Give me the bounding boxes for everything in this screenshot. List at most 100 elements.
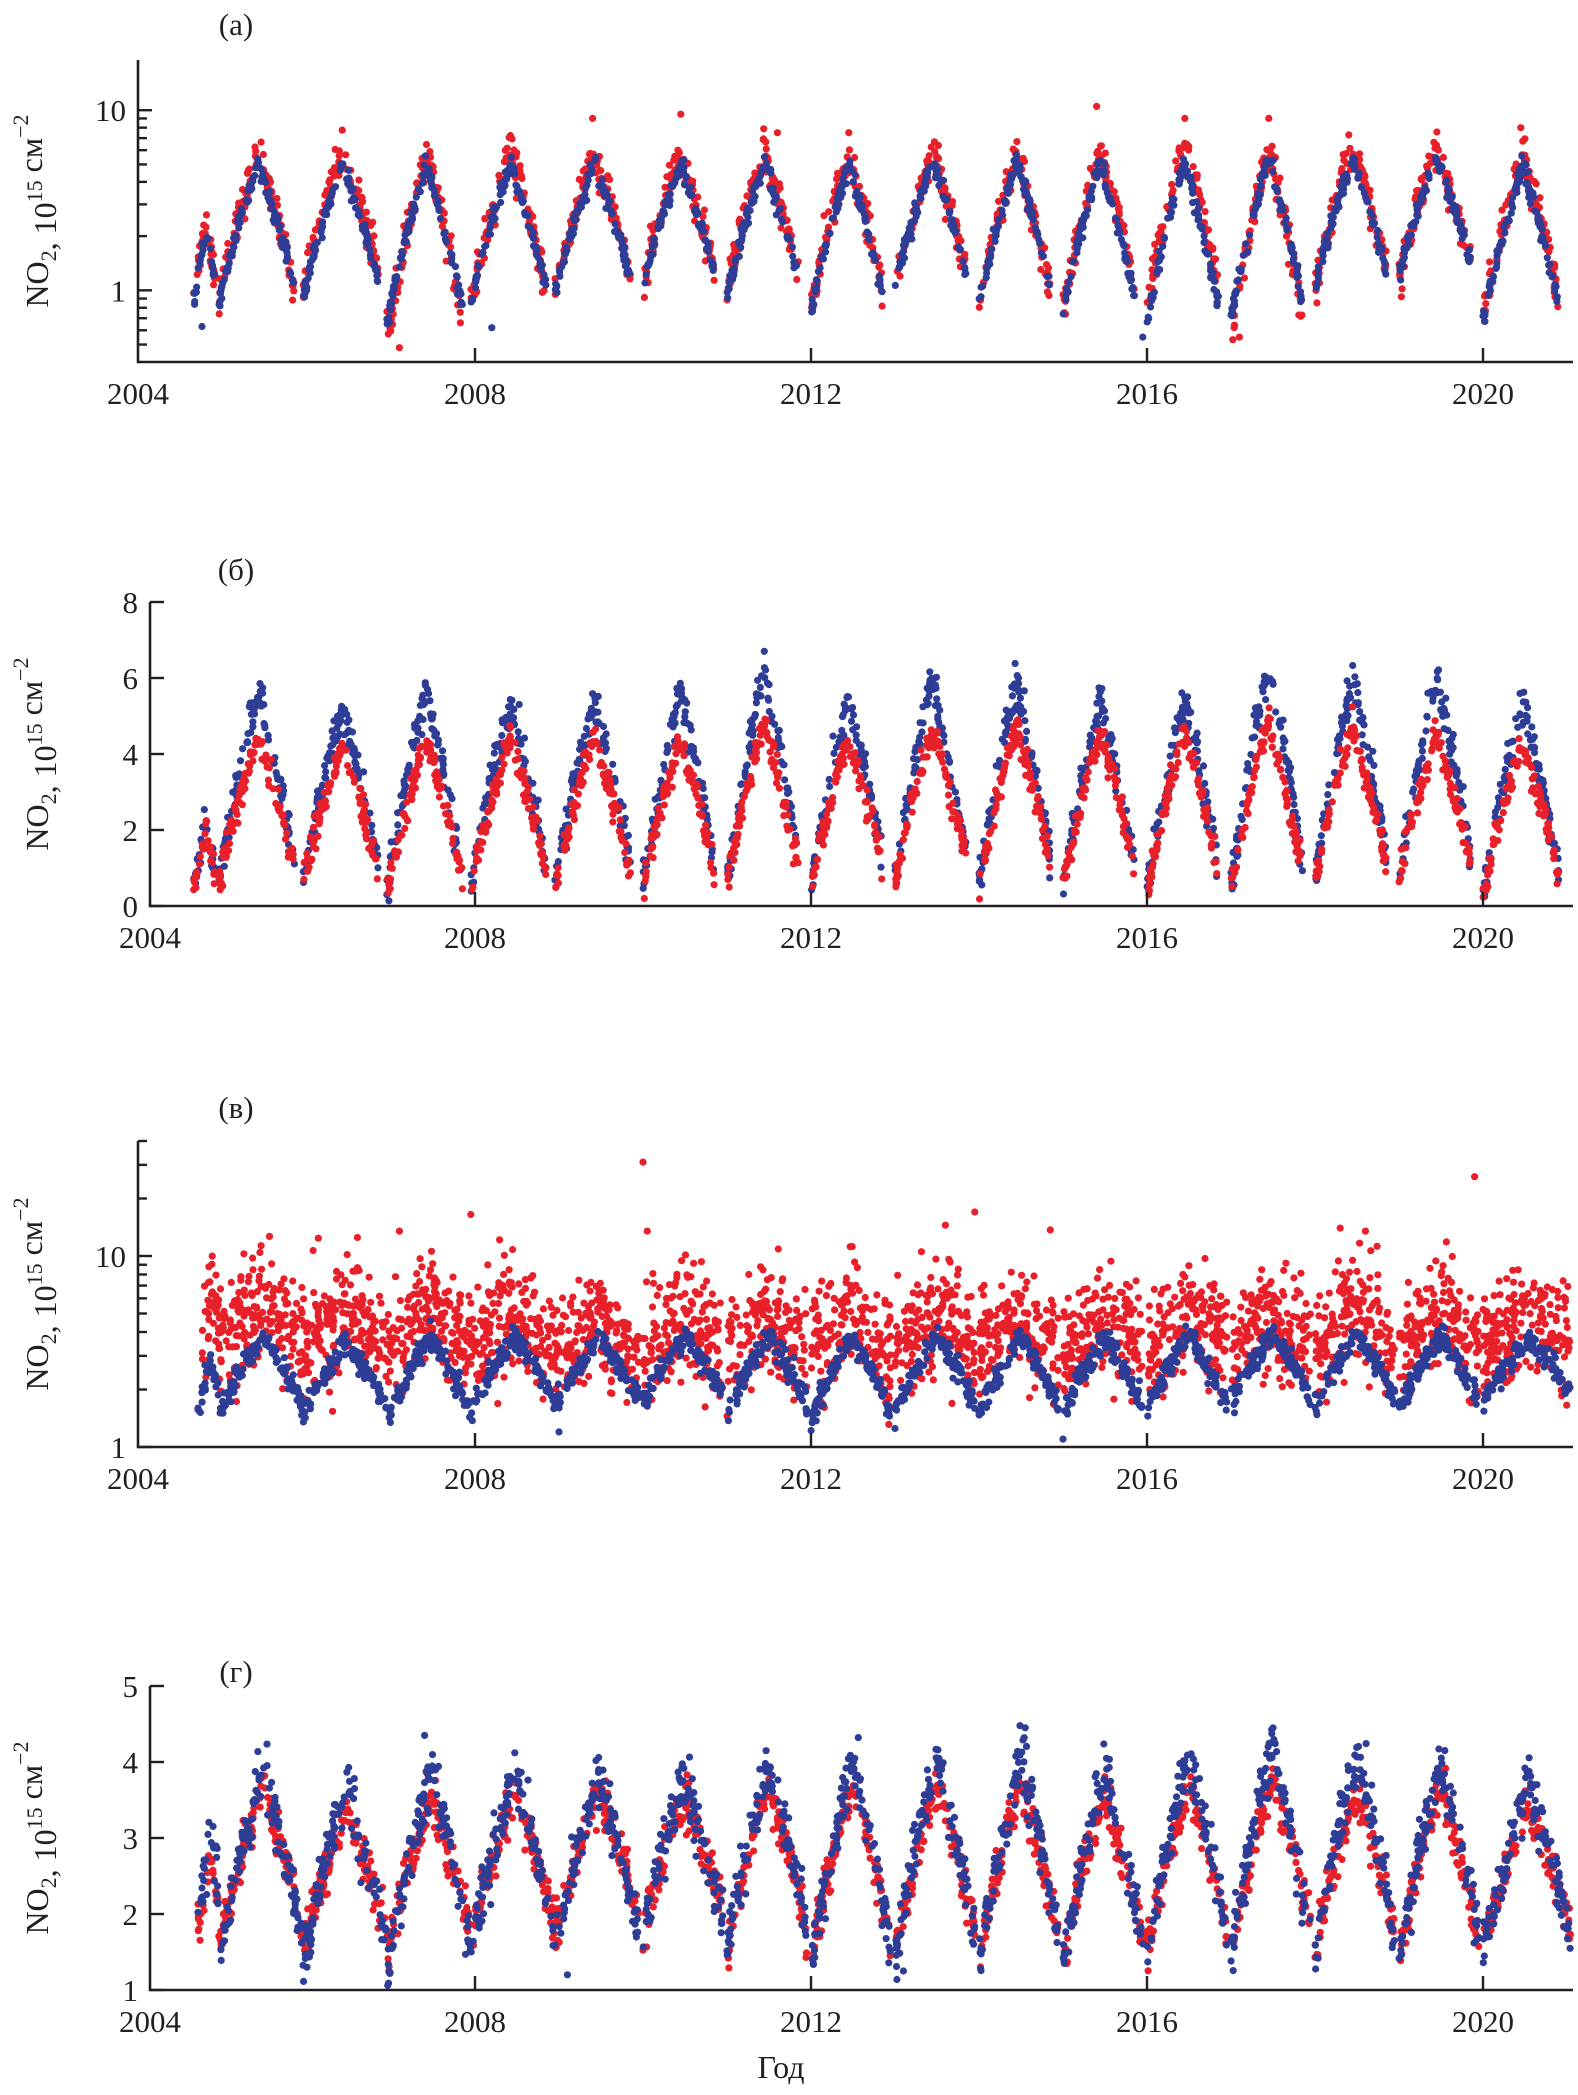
data-point: [925, 692, 933, 700]
data-point: [738, 231, 746, 239]
data-point: [1312, 284, 1320, 292]
data-point: [845, 162, 853, 170]
data-point: [246, 751, 255, 759]
data-point: [1111, 214, 1120, 222]
data-point: [310, 812, 318, 820]
data-point: [1101, 184, 1110, 192]
data-point: [497, 187, 505, 195]
data-point: [1342, 150, 1350, 158]
x-tick-label: 2012: [780, 376, 842, 411]
data-point: [826, 782, 834, 791]
data-point: [309, 253, 317, 261]
data-point: [429, 710, 437, 718]
data-point: [845, 146, 854, 154]
data-point: [257, 138, 265, 146]
data-point: [1520, 688, 1528, 696]
data-point: [710, 276, 718, 284]
data-point: [328, 727, 336, 735]
data-point: [1023, 727, 1031, 736]
data-point: [1417, 176, 1426, 184]
data-point: [901, 241, 909, 249]
data-point: [1528, 723, 1536, 731]
data-point: [1044, 280, 1052, 288]
data-point: [1178, 689, 1186, 697]
data-point: [594, 708, 602, 716]
data-point: [305, 863, 313, 871]
data-point: [934, 701, 942, 710]
data-point: [1073, 243, 1081, 251]
data-point: [701, 794, 709, 802]
data-point: [1293, 264, 1301, 272]
data-point: [582, 184, 590, 192]
data-point: [930, 684, 938, 693]
data-point: [258, 755, 266, 763]
data-point: [1528, 735, 1536, 743]
data-point: [1336, 734, 1344, 743]
data-point: [1425, 171, 1433, 179]
data-point: [320, 210, 329, 218]
data-point: [438, 747, 447, 755]
data-point: [436, 214, 445, 223]
data-point-outlier: [677, 110, 685, 118]
data-point: [843, 693, 851, 702]
data-point: [1439, 712, 1447, 720]
data-point: [513, 188, 521, 196]
data-point: [1463, 250, 1471, 259]
data-point: [1164, 214, 1172, 222]
data-point: [1148, 293, 1156, 301]
data-point: [1343, 175, 1351, 183]
y-axis-label-part: 2: [36, 250, 61, 261]
data-point: [327, 779, 335, 787]
data-point: [647, 253, 655, 261]
data-point: [311, 226, 319, 234]
data-point: [510, 146, 518, 154]
data-point: [418, 179, 426, 187]
data-point: [859, 764, 868, 772]
data-point: [342, 151, 350, 159]
data-point: [822, 241, 830, 249]
data-point: [410, 739, 418, 747]
data-point: [1324, 791, 1332, 799]
data-point: [1343, 711, 1351, 719]
data-point: [1098, 697, 1106, 705]
data-point: [743, 761, 751, 769]
x-tick-label: 2020: [1452, 376, 1514, 411]
data-point: [1536, 194, 1544, 202]
data-point: [421, 681, 429, 689]
data-point-outlier: [1479, 312, 1487, 320]
data-point: [498, 731, 506, 740]
data-point: [925, 152, 933, 160]
data-point: [374, 864, 382, 872]
data-point: [587, 713, 595, 722]
data-point: [1433, 128, 1441, 136]
data-point: [1154, 231, 1162, 239]
series-red: [190, 102, 1562, 352]
data-point: [264, 731, 272, 740]
data-point: [1156, 254, 1164, 263]
data-point: [775, 206, 783, 214]
data-point: [350, 773, 358, 781]
data-point: [456, 319, 464, 327]
data-point: [516, 166, 524, 174]
data-point: [1250, 711, 1258, 719]
data-point: [422, 140, 431, 149]
data-point: [686, 191, 695, 200]
data-point: [935, 174, 943, 182]
data-point: [211, 270, 219, 278]
data-point: [502, 154, 510, 162]
data-point: [306, 269, 314, 277]
data-point: [289, 855, 297, 863]
data-point: [1421, 183, 1429, 191]
data-point: [853, 723, 861, 731]
data-point: [249, 718, 257, 726]
data-point: [1276, 717, 1284, 725]
data-point: [1486, 258, 1494, 266]
data-point: [1518, 152, 1526, 160]
data-point: [288, 276, 296, 284]
data-point: [345, 166, 353, 174]
data-point: [200, 806, 208, 814]
data-point: [236, 784, 244, 793]
data-point: [876, 282, 884, 290]
data-point: [1523, 179, 1531, 187]
data-point: [860, 210, 868, 218]
